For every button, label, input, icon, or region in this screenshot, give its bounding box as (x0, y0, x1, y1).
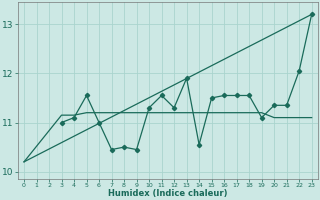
X-axis label: Humidex (Indice chaleur): Humidex (Indice chaleur) (108, 189, 228, 198)
